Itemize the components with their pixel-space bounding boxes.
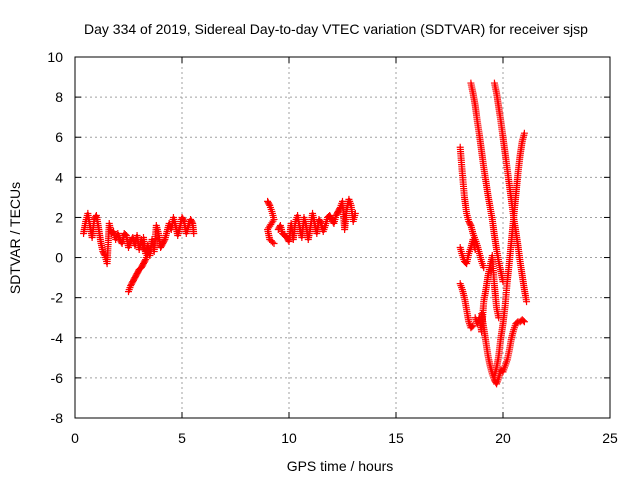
- data-point: [316, 218, 324, 226]
- y-tick-label: 6: [55, 129, 63, 145]
- y-tick-label: 2: [55, 209, 63, 225]
- data-point: [495, 314, 503, 322]
- y-tick-label: -8: [51, 410, 64, 426]
- data-point: [100, 250, 108, 258]
- y-tick-label: 0: [55, 250, 63, 266]
- x-axis-label: GPS time / hours: [287, 458, 394, 474]
- data-point: [480, 264, 488, 272]
- x-tick-label: 5: [178, 430, 186, 446]
- y-tick-label: 10: [47, 49, 63, 65]
- data-point: [466, 220, 474, 228]
- data-point: [336, 205, 344, 213]
- x-tick-label: 15: [388, 430, 404, 446]
- y-tick-label: -4: [51, 330, 64, 346]
- data-point: [469, 322, 477, 330]
- x-tick-label: 0: [71, 430, 79, 446]
- plot-frame: [74, 56, 611, 419]
- y-tick-label: 8: [55, 89, 63, 105]
- data-point: [179, 216, 187, 224]
- data-point: [160, 237, 168, 245]
- x-tick-label: 25: [602, 430, 618, 446]
- data-point: [270, 240, 278, 248]
- data-point: [471, 246, 479, 254]
- data-point: [523, 298, 531, 306]
- y-axis-label: SDTVAR / TECUs: [7, 182, 23, 294]
- data-point: [190, 229, 198, 237]
- data-point: [351, 209, 359, 217]
- x-tick-label: 20: [495, 430, 511, 446]
- data-point: [468, 323, 476, 331]
- data-point: [520, 318, 528, 326]
- data-point: [121, 230, 129, 238]
- chart-title: Day 334 of 2019, Sidereal Day-to-day VTE…: [84, 21, 588, 37]
- data-point: [513, 319, 521, 327]
- y-tick-label: -2: [51, 290, 64, 306]
- data-points: [80, 79, 531, 388]
- y-tick-label: -6: [51, 370, 64, 386]
- x-tick-label: 10: [281, 430, 297, 446]
- y-tick-label: 4: [55, 169, 63, 185]
- data-point: [188, 218, 196, 226]
- data-point: [265, 200, 273, 208]
- data-point: [269, 238, 277, 246]
- data-point: [141, 257, 149, 265]
- data-point: [519, 317, 527, 325]
